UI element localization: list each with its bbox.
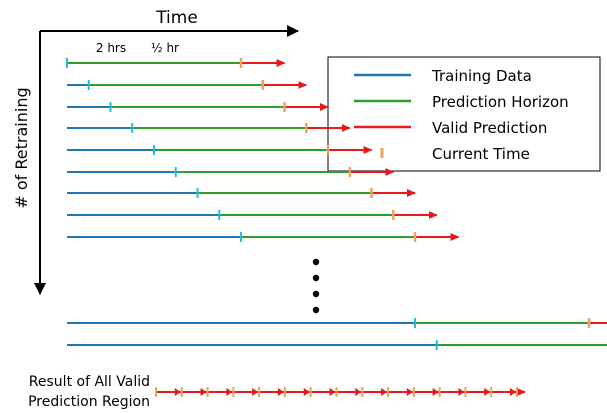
result-arrowhead <box>303 388 310 396</box>
retraining-row <box>67 145 373 155</box>
legend-label-1: Prediction Horizon <box>432 93 569 111</box>
result-valid-prediction-row <box>155 387 526 397</box>
retraining-row <box>67 102 329 112</box>
retraining-row <box>66 58 286 68</box>
ellipsis-dot <box>312 258 320 266</box>
retraining-row <box>67 318 607 328</box>
prediction-span-label: ½ hr <box>151 41 179 55</box>
result-arrowhead <box>277 388 284 396</box>
ellipsis-dot <box>312 290 320 298</box>
legend-label-2: Valid Prediction <box>432 119 547 137</box>
result-arrowhead <box>355 388 362 396</box>
ellipsis-dots <box>312 258 320 314</box>
result-arrowhead <box>200 388 207 396</box>
retraining-row <box>67 167 395 177</box>
result-arrowhead <box>174 388 181 396</box>
legend: Training Data Prediction Horizon Valid Pre… <box>327 56 601 172</box>
retraining-row <box>67 188 416 198</box>
result-arrowhead <box>510 388 516 396</box>
retraining-row <box>67 123 351 133</box>
result-arrowhead <box>329 388 336 396</box>
result-arrowhead <box>226 388 233 396</box>
result-arrowhead <box>432 388 439 396</box>
training-span-label: 2 hrs <box>96 41 126 55</box>
result-arrowhead <box>458 388 465 396</box>
result-arrowhead <box>252 388 259 396</box>
retraining-row <box>67 340 607 350</box>
result-arrowhead <box>381 388 388 396</box>
result-arrowhead <box>484 388 491 396</box>
legend-label-3: Current Time <box>432 145 530 163</box>
ellipsis-dot <box>312 274 320 282</box>
result-label-line1: Result of All Valid <box>29 374 150 390</box>
result-label-line2: Prediction Region <box>28 394 150 410</box>
retraining-row <box>67 80 308 90</box>
retraining-rows <box>66 58 607 350</box>
retraining-row <box>67 210 438 220</box>
result-arrowhead <box>406 388 413 396</box>
y-axis-label: # of Retraining <box>12 87 31 208</box>
retraining-row <box>67 232 460 242</box>
ellipsis-dot <box>312 306 320 314</box>
legend-label-0: Training Data <box>431 67 532 85</box>
x-axis-label: Time <box>155 8 198 28</box>
